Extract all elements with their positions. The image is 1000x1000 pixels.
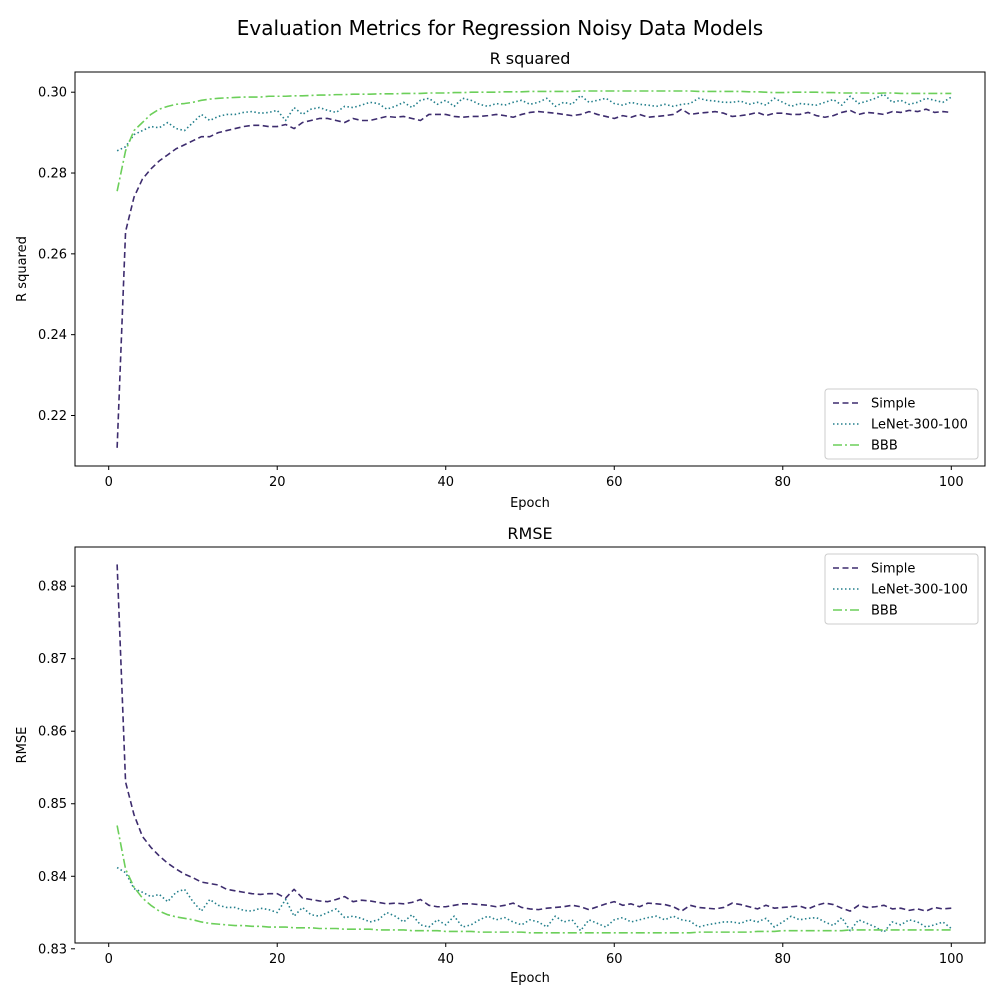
r-squared-series-bbb <box>116 90 952 192</box>
r-squared-subplot: R squared 0.22 0.24 0.26 0.28 0.30 0 20 40 60 80… <box>15 49 986 511</box>
r-squared-y-tick-label: 0.24 <box>38 328 67 343</box>
r-squared-x-tick-label: 60 <box>606 475 623 490</box>
rmse-x-tick-label: 100 <box>939 952 964 967</box>
r-squared-ylabel: R squared <box>15 236 30 302</box>
rmse-x-tick-label: 60 <box>606 952 623 967</box>
rmse-lines <box>116 564 952 934</box>
rmse-legend-label: LeNet-300-100 <box>871 583 968 598</box>
rmse-y-tick-label: 0.84 <box>38 870 67 885</box>
r-squared-legend-label: LeNet-300-100 <box>871 418 968 433</box>
r-squared-legend-label: BBB <box>871 439 898 454</box>
rmse-x-tick-label: 40 <box>437 952 454 967</box>
r-squared-frame <box>74 71 986 467</box>
r-squared-y-tick-label: 0.30 <box>38 86 67 101</box>
r-squared-legend: Simple LeNet-300-100 BBB <box>824 388 979 460</box>
rmse-xlabel: Epoch <box>510 971 550 986</box>
r-squared-x-tick-label: 20 <box>269 475 286 490</box>
rmse-legend-label: BBB <box>871 604 898 619</box>
rmse-y-tick-label: 0.83 <box>38 942 67 957</box>
rmse-x-tick-label: 80 <box>775 952 792 967</box>
r-squared-legend-box <box>824 388 979 460</box>
r-squared-y-tick-label: 0.26 <box>38 247 67 262</box>
r-squared-y-tick-label: 0.22 <box>38 409 67 424</box>
r-squared-xlabel: Epoch <box>510 496 550 511</box>
r-squared-x-tick-label: 80 <box>775 475 792 490</box>
r-squared-series-simple <box>116 108 952 448</box>
r-squared-x-tick-label: 0 <box>105 475 113 490</box>
rmse-y-tick-label: 0.87 <box>38 652 67 667</box>
rmse-legend-label: Simple <box>871 562 915 577</box>
rmse-y-tick-label: 0.88 <box>38 580 67 595</box>
figure-title: Evaluation Metrics for Regression Noisy … <box>237 16 763 40</box>
rmse-x-tick-label: 0 <box>105 952 113 967</box>
r-squared-y-tick-label: 0.28 <box>38 167 67 182</box>
r-squared-x-tick-label: 40 <box>437 475 454 490</box>
rmse-subplot: RMSE 0.83 0.84 0.85 0.86 0.87 0.88 0 20 40 60 80 1… <box>15 524 986 986</box>
rmse-y-ticks: 0.83 0.84 0.85 0.86 0.87 0.88 <box>38 580 75 957</box>
r-squared-lines <box>116 90 952 448</box>
rmse-title: RMSE <box>507 524 552 543</box>
rmse-y-tick-label: 0.86 <box>38 725 67 740</box>
rmse-y-tick-label: 0.85 <box>38 797 67 812</box>
rmse-x-ticks: 0 20 40 60 80 100 <box>105 943 964 967</box>
rmse-x-tick-label: 20 <box>269 952 286 967</box>
rmse-frame <box>74 546 986 944</box>
rmse-ylabel: RMSE <box>15 727 30 764</box>
r-squared-series-lenet-300-100 <box>116 93 952 152</box>
rmse-series-lenet-300-100 <box>116 866 952 933</box>
r-squared-y-ticks: 0.22 0.24 0.26 0.28 0.30 <box>38 86 75 424</box>
rmse-legend: Simple LeNet-300-100 BBB <box>824 553 979 625</box>
r-squared-x-ticks: 0 20 40 60 80 100 <box>105 466 964 490</box>
r-squared-x-tick-label: 100 <box>939 475 964 490</box>
r-squared-legend-label: Simple <box>871 397 915 412</box>
r-squared-title: R squared <box>490 49 571 68</box>
rmse-series-bbb <box>116 825 952 934</box>
rmse-series-simple <box>116 564 952 912</box>
rmse-legend-box <box>824 553 979 625</box>
